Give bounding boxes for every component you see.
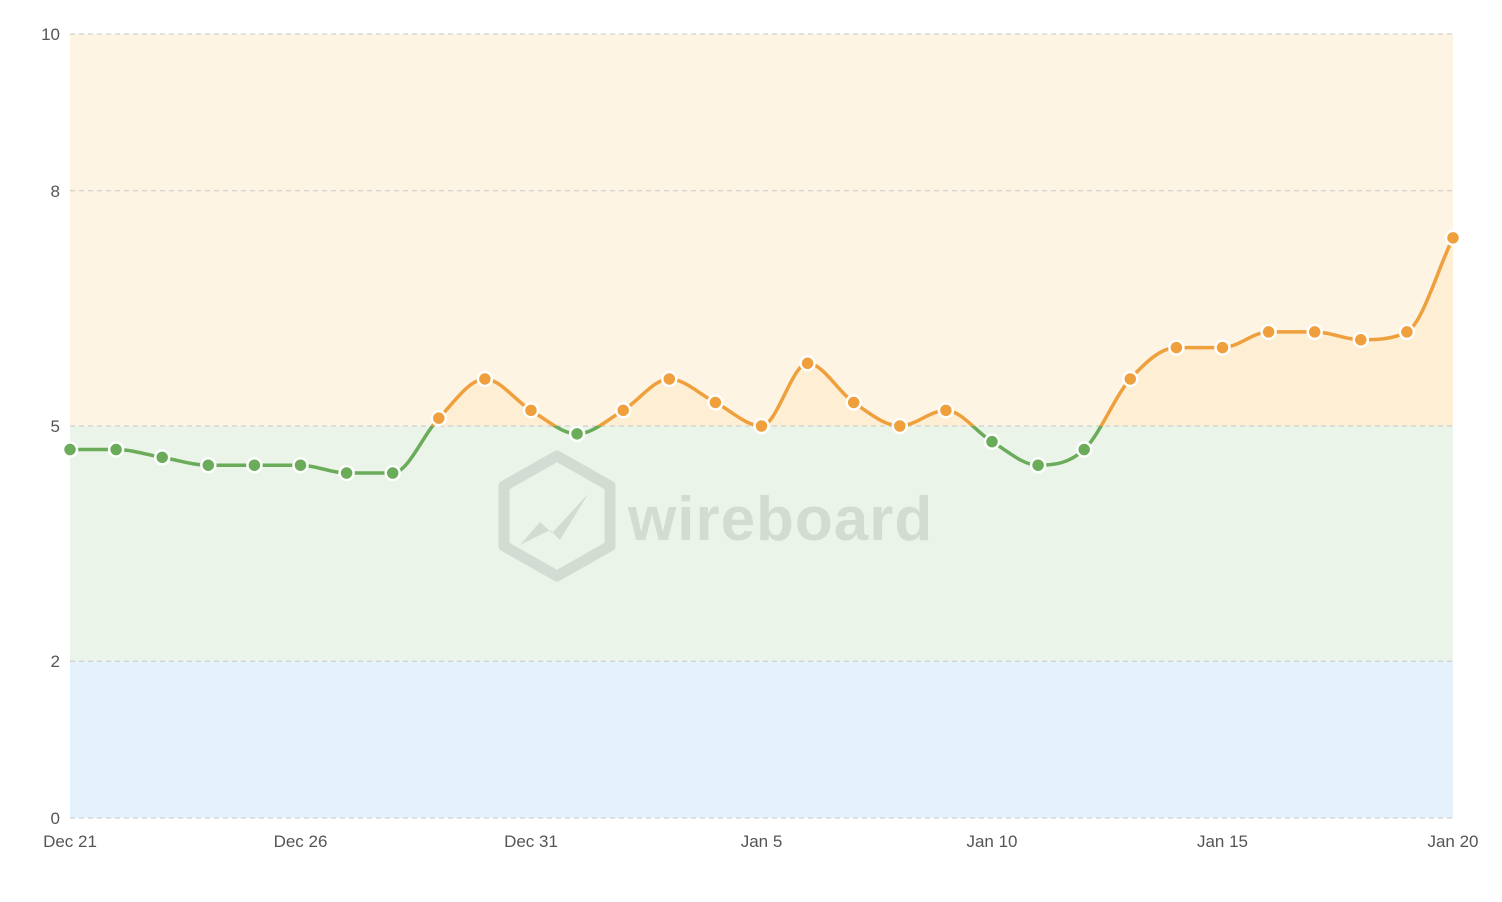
data-point	[568, 425, 586, 443]
y-axis-ticks: 0 2 5 8 10	[41, 25, 60, 828]
watermark-text: wireboard	[627, 485, 933, 554]
area-fills	[70, 237, 1453, 426]
data-point	[937, 402, 955, 419]
x-tick-label: Dec 26	[274, 832, 328, 851]
y-tick-label: 8	[51, 182, 60, 201]
data-point	[707, 394, 724, 411]
data-point	[476, 370, 494, 388]
data-point	[1122, 370, 1139, 388]
x-tick-label: Dec 21	[43, 832, 97, 851]
data-point	[661, 370, 678, 388]
data-point	[1444, 229, 1462, 247]
data-point	[292, 456, 309, 474]
data-points	[61, 229, 1462, 482]
wireboard-logo-icon	[498, 450, 616, 582]
data-point	[1260, 323, 1277, 341]
watermark: wireboard	[498, 450, 933, 582]
data-point	[799, 355, 816, 372]
data-point	[200, 456, 217, 474]
data-point	[522, 402, 540, 419]
data-point	[1168, 339, 1185, 356]
data-point	[1352, 331, 1370, 349]
data-point	[614, 402, 632, 419]
data-point	[1306, 323, 1323, 341]
data-point	[845, 394, 862, 411]
data-point	[983, 433, 1001, 450]
data-point	[1075, 441, 1093, 458]
data-point	[753, 417, 770, 435]
data-point	[1029, 456, 1047, 474]
data-point	[1214, 339, 1231, 356]
data-point	[246, 456, 263, 474]
area-above-threshold	[70, 237, 1453, 426]
data-point	[338, 464, 355, 482]
data-point	[430, 409, 448, 427]
x-tick-label: Jan 20	[1427, 832, 1478, 851]
y-tick-label: 5	[51, 417, 60, 436]
x-axis-ticks: Dec 21 Dec 26 Dec 31 Jan 5 Jan 10 Jan 15 Jan 2…	[43, 832, 1478, 851]
data-point	[107, 441, 125, 458]
data-point	[61, 441, 79, 458]
band-0	[70, 661, 1453, 818]
x-tick-label: Jan 5	[741, 832, 783, 851]
x-tick-label: Dec 31	[504, 832, 558, 851]
data-point	[1398, 323, 1416, 341]
data-point	[891, 417, 909, 435]
y-tick-label: 10	[41, 25, 60, 44]
x-tick-label: Jan 10	[966, 832, 1017, 851]
y-tick-label: 2	[51, 652, 60, 671]
y-tick-label: 0	[51, 809, 60, 828]
data-point	[384, 464, 401, 482]
data-point	[153, 449, 171, 466]
x-tick-label: Jan 15	[1197, 832, 1248, 851]
gridlines	[70, 33, 1453, 819]
